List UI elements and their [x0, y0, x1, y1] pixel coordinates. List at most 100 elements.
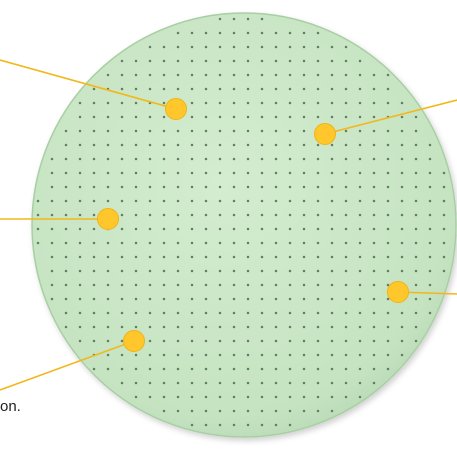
marker-top-left — [165, 98, 187, 120]
perforation-dot — [246, 409, 250, 413]
perforation-dot — [190, 227, 194, 231]
perforation-dot — [288, 199, 292, 203]
perforation-dot — [288, 311, 292, 315]
perforation-dot — [36, 213, 40, 217]
perforation-dot — [358, 213, 362, 217]
perforation-dot — [218, 73, 222, 77]
perforation-dot — [344, 213, 348, 217]
perforation-dot — [414, 339, 418, 343]
perforation-dot — [120, 157, 124, 161]
perforation-dot — [414, 255, 418, 259]
perforation-dot — [330, 185, 334, 189]
perforation-dot — [176, 311, 180, 315]
perforation-dot — [344, 283, 348, 287]
perforation-dot — [64, 213, 68, 217]
perforation-dot — [274, 115, 278, 119]
perforation-dot — [176, 367, 180, 371]
perforation-dot — [120, 283, 124, 287]
perforation-dot — [232, 423, 236, 427]
perforation-dot — [288, 129, 292, 133]
perforation-dot — [316, 31, 320, 35]
perforation-dot — [218, 101, 222, 105]
perforation-dot — [330, 353, 334, 357]
perforation-dot — [316, 283, 320, 287]
perforation-dot — [302, 367, 306, 371]
perforation-dot — [92, 311, 96, 315]
perforation-dot — [162, 283, 166, 287]
perforation-dot — [302, 115, 306, 119]
perforation-dot — [134, 269, 138, 273]
perforation-dot — [64, 227, 68, 231]
marker-top-left-leader-line — [0, 59, 177, 110]
perforation-dot — [78, 283, 82, 287]
perforation-dot — [232, 157, 236, 161]
perforation-dot — [358, 395, 362, 399]
perforation-dot — [358, 115, 362, 119]
perforation-dot — [330, 255, 334, 259]
perforation-dot — [344, 73, 348, 77]
perforation-dot — [344, 59, 348, 63]
perforation-dot — [218, 423, 222, 427]
perforation-dot — [274, 227, 278, 231]
perforation-dot — [316, 101, 320, 105]
perforation-dot — [400, 241, 404, 245]
perforation-dot — [190, 409, 194, 413]
perforation-dot — [190, 423, 194, 427]
perforation-dot — [302, 45, 306, 49]
perforation-dot — [176, 395, 180, 399]
perforation-dot — [358, 143, 362, 147]
perforation-dot — [288, 353, 292, 357]
perforation-dot — [386, 367, 390, 371]
perforation-dot — [36, 227, 40, 231]
perforation-dot — [232, 115, 236, 119]
perforation-dot — [148, 73, 152, 77]
perforation-dot — [148, 283, 152, 287]
perforation-dot — [288, 395, 292, 399]
perforation-dot — [260, 185, 264, 189]
perforation-dot — [274, 185, 278, 189]
perforation-dot — [288, 227, 292, 231]
perforation-dot — [78, 325, 82, 329]
perforation-dot — [148, 129, 152, 133]
perforation-dot — [134, 87, 138, 91]
perforation-dot — [190, 45, 194, 49]
perforation-dot — [386, 73, 390, 77]
perforation-dot — [134, 283, 138, 287]
perforation-dot — [400, 255, 404, 259]
perforation-dot — [92, 157, 96, 161]
perforation-dot — [134, 59, 138, 63]
perforation-dot — [148, 59, 152, 63]
perforation-dot — [120, 297, 124, 301]
perforation-dot — [78, 129, 82, 133]
perforation-dot — [288, 297, 292, 301]
perforation-dot — [246, 353, 250, 357]
perforation-dot — [232, 143, 236, 147]
perforation-dot — [232, 17, 236, 21]
perforation-dot — [344, 45, 348, 49]
perforation-dot — [428, 283, 432, 287]
perforation-dot — [176, 381, 180, 385]
perforation-dot — [316, 59, 320, 63]
perforation-dot — [372, 143, 376, 147]
perforation-dot — [36, 199, 40, 203]
perforation-dot — [330, 283, 334, 287]
perforation-dot — [414, 325, 418, 329]
perforation-dot — [288, 31, 292, 35]
perforation-dot — [232, 367, 236, 371]
perforation-dot — [50, 227, 54, 231]
perforation-dot — [176, 171, 180, 175]
perforation-dot — [218, 255, 222, 259]
perforation-dot — [274, 409, 278, 413]
perforation-dot — [218, 87, 222, 91]
perforation-dot — [78, 269, 82, 273]
perforation-dot — [92, 325, 96, 329]
perforation-dot — [50, 171, 54, 175]
perforation-dot — [204, 227, 208, 231]
perforation-dot — [162, 367, 166, 371]
perforation-dot — [134, 297, 138, 301]
perforation-dot — [386, 213, 390, 217]
perforation-dot — [78, 213, 82, 217]
perforation-dot — [176, 157, 180, 161]
perforation-dot — [204, 213, 208, 217]
perforation-dot — [274, 395, 278, 399]
